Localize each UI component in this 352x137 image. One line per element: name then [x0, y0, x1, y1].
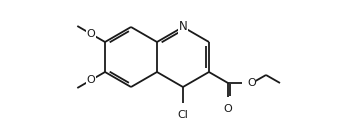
Text: O: O — [87, 29, 95, 39]
Text: O: O — [247, 78, 256, 88]
Text: O: O — [87, 75, 95, 85]
Text: O: O — [224, 104, 232, 114]
Text: N: N — [178, 21, 187, 34]
Text: Cl: Cl — [177, 110, 188, 120]
